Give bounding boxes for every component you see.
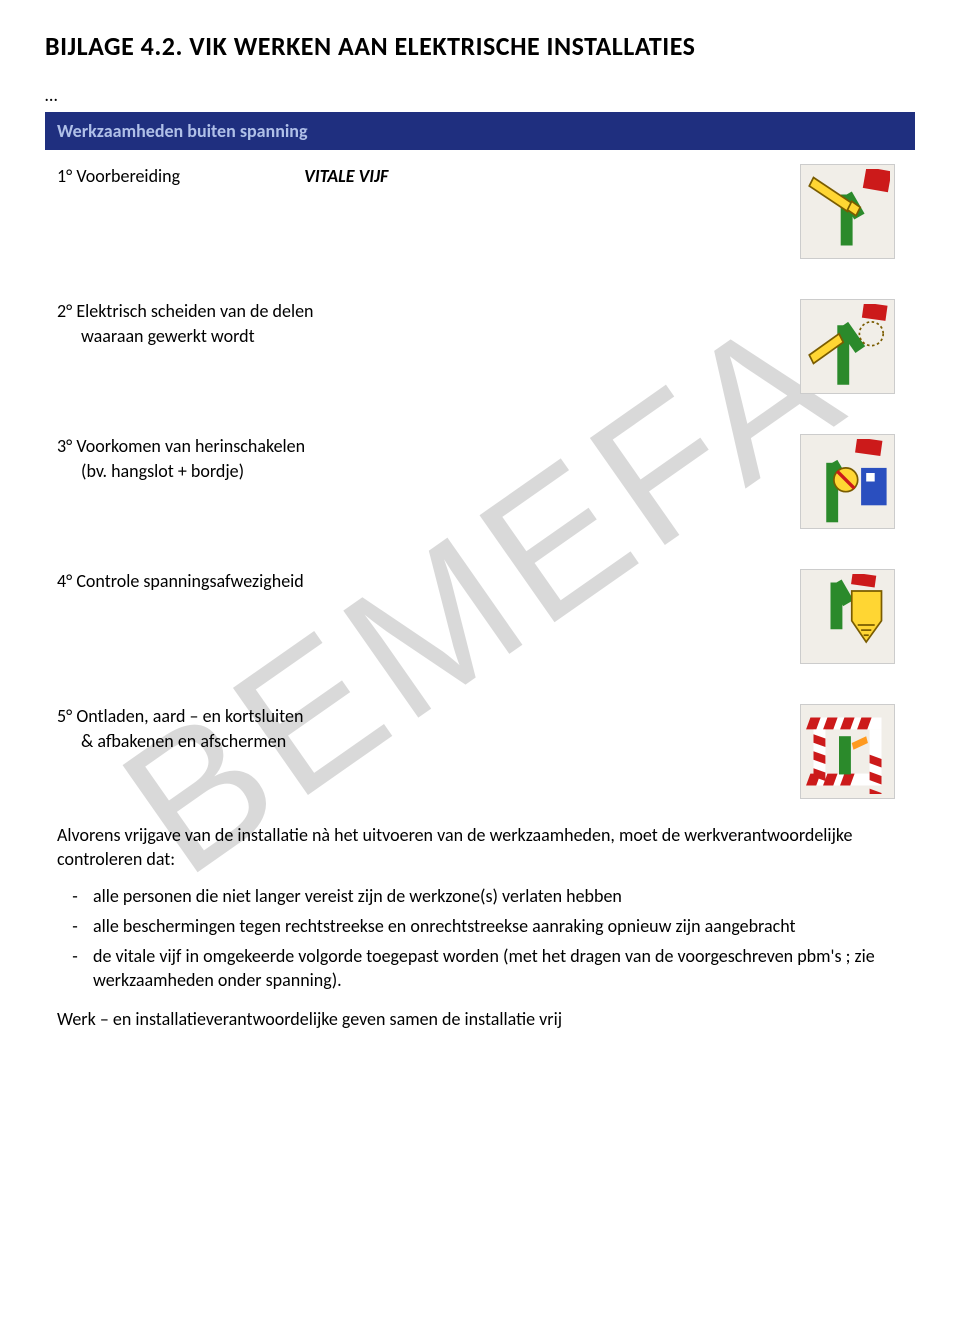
step-1-icon [800, 164, 895, 259]
step-2-num: 2° [57, 300, 72, 322]
step-4-label: Controle spanningsafwezigheid [76, 570, 303, 592]
step-5-label: Ontladen, aard – en kortsluiten [76, 705, 303, 727]
step-2-sub: waaraan gewerkt wordt [57, 324, 800, 349]
steps-container: 1° Voorbereiding VITALE VIJF 2° [45, 158, 915, 799]
step-3-sub: (bv. hangslot + bordje) [57, 459, 800, 484]
step-5-icon [800, 704, 895, 799]
step-3-label: Voorkomen van herinschakelen [76, 435, 305, 457]
step-3-icon [800, 434, 895, 529]
bullet-3: - de vitale vijf in omgekeerde volgorde … [57, 944, 903, 993]
section-header: Werkzaamheden buiten spanning [45, 112, 915, 150]
bullet-dash-icon: - [57, 944, 93, 993]
ellipsis: … [45, 84, 915, 106]
step-1-label: Voorbereiding [76, 165, 180, 187]
bullet-2: - alle beschermingen tegen rechtstreekse… [57, 914, 903, 938]
step-row-5: 5° Ontladen, aard – en kortsluiten & afb… [57, 704, 903, 799]
paragraph-intro: Alvorens vrijgave van de installatie nà … [57, 823, 903, 872]
bullet-1: - alle personen die niet langer vereist … [57, 884, 903, 908]
step-row-4: 4° Controle spanningsafwezigheid [57, 569, 903, 664]
bullet-3-text: de vitale vijf in omgekeerde volgorde to… [93, 944, 903, 993]
step-row-2: 2° Elektrisch scheiden van de delen waar… [57, 299, 903, 394]
step-5-num: 5° [57, 705, 72, 727]
page-title: BIJLAGE 4.2. VIK WERKEN AAN ELEKTRISCHE … [45, 30, 915, 62]
step-1-num: 1° [57, 165, 72, 187]
closing-line: Werk – en installatieverantwoordelijke g… [57, 1007, 903, 1031]
bullet-list: - alle personen die niet langer vereist … [57, 884, 903, 993]
step-4-icon [800, 569, 895, 664]
step-1-extra: VITALE VIJF [304, 165, 388, 187]
step-3-num: 3° [57, 435, 72, 457]
step-5-sub: & afbakenen en afschermen [57, 729, 800, 754]
step-2-icon [800, 299, 895, 394]
step-row-1: 1° Voorbereiding VITALE VIJF [57, 164, 903, 259]
step-2-label: Elektrisch scheiden van de delen [76, 300, 313, 322]
step-row-3: 3° Voorkomen van herinschakelen (bv. han… [57, 434, 903, 529]
step-4-num: 4° [57, 570, 72, 592]
bullet-1-text: alle personen die niet langer vereist zi… [93, 884, 903, 908]
bullet-dash-icon: - [57, 914, 93, 938]
bullet-dash-icon: - [57, 884, 93, 908]
bullet-2-text: alle beschermingen tegen rechtstreekse e… [93, 914, 903, 938]
